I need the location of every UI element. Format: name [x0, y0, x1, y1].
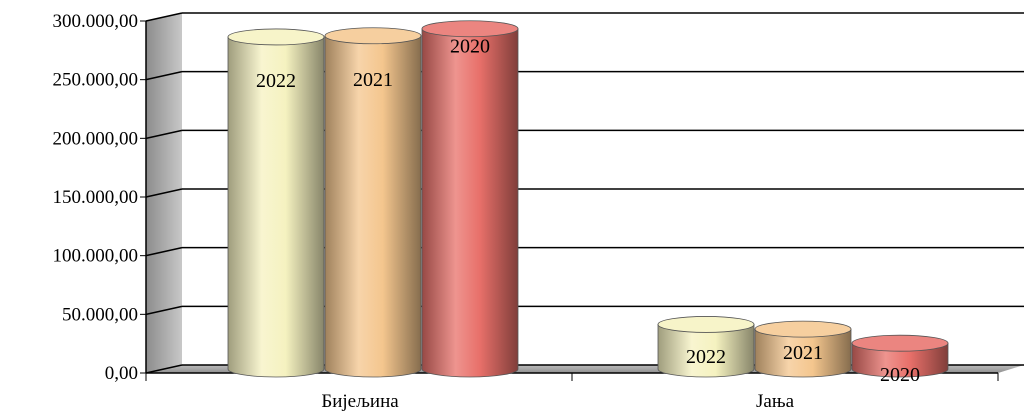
y-tick-label: 50.000,00 — [62, 304, 138, 325]
bar-janja-2020 — [851, 342, 949, 378]
y-tick-label: 0,00 — [105, 363, 138, 384]
gridline-side — [145, 129, 183, 140]
bar-top-2021 — [754, 320, 852, 338]
bar-bijeljina-2022 — [227, 36, 325, 378]
category-label: Бијељина — [321, 391, 399, 412]
data-label-2022: 2022 — [686, 346, 726, 368]
bar-bijeljina-2020 — [421, 28, 519, 378]
data-label-2021: 2021 — [783, 342, 823, 364]
data-label-2021: 2021 — [353, 69, 393, 91]
data-label-2020: 2020 — [880, 364, 920, 386]
bar-janja-2021 — [754, 328, 852, 378]
bar-bijeljina-2021 — [324, 35, 422, 378]
y-tick-label: 250.000,00 — [53, 70, 139, 91]
y-tick-label: 300.000,00 — [53, 11, 139, 32]
gridline-side — [145, 188, 183, 198]
bar-top-2020 — [851, 334, 949, 352]
bar-top-2021 — [324, 27, 422, 45]
gridline-side — [145, 364, 183, 374]
gridline-side — [145, 12, 183, 22]
gridline-side — [145, 305, 183, 316]
gridline-side — [145, 246, 183, 257]
y-tick-label: 100.000,00 — [53, 246, 139, 267]
gridline-side — [145, 70, 183, 81]
bar-top-2020 — [421, 20, 519, 38]
y-tick-label: 150.000,00 — [53, 187, 139, 208]
y-tick-label: 200.000,00 — [53, 128, 139, 149]
bar-top-2022 — [227, 28, 325, 46]
data-label-2020: 2020 — [450, 36, 490, 58]
data-label-2022: 2022 — [256, 70, 296, 92]
category-label: Јања — [756, 391, 795, 412]
bar-top-2022 — [657, 316, 755, 333]
bar-janja-2022 — [657, 324, 755, 378]
